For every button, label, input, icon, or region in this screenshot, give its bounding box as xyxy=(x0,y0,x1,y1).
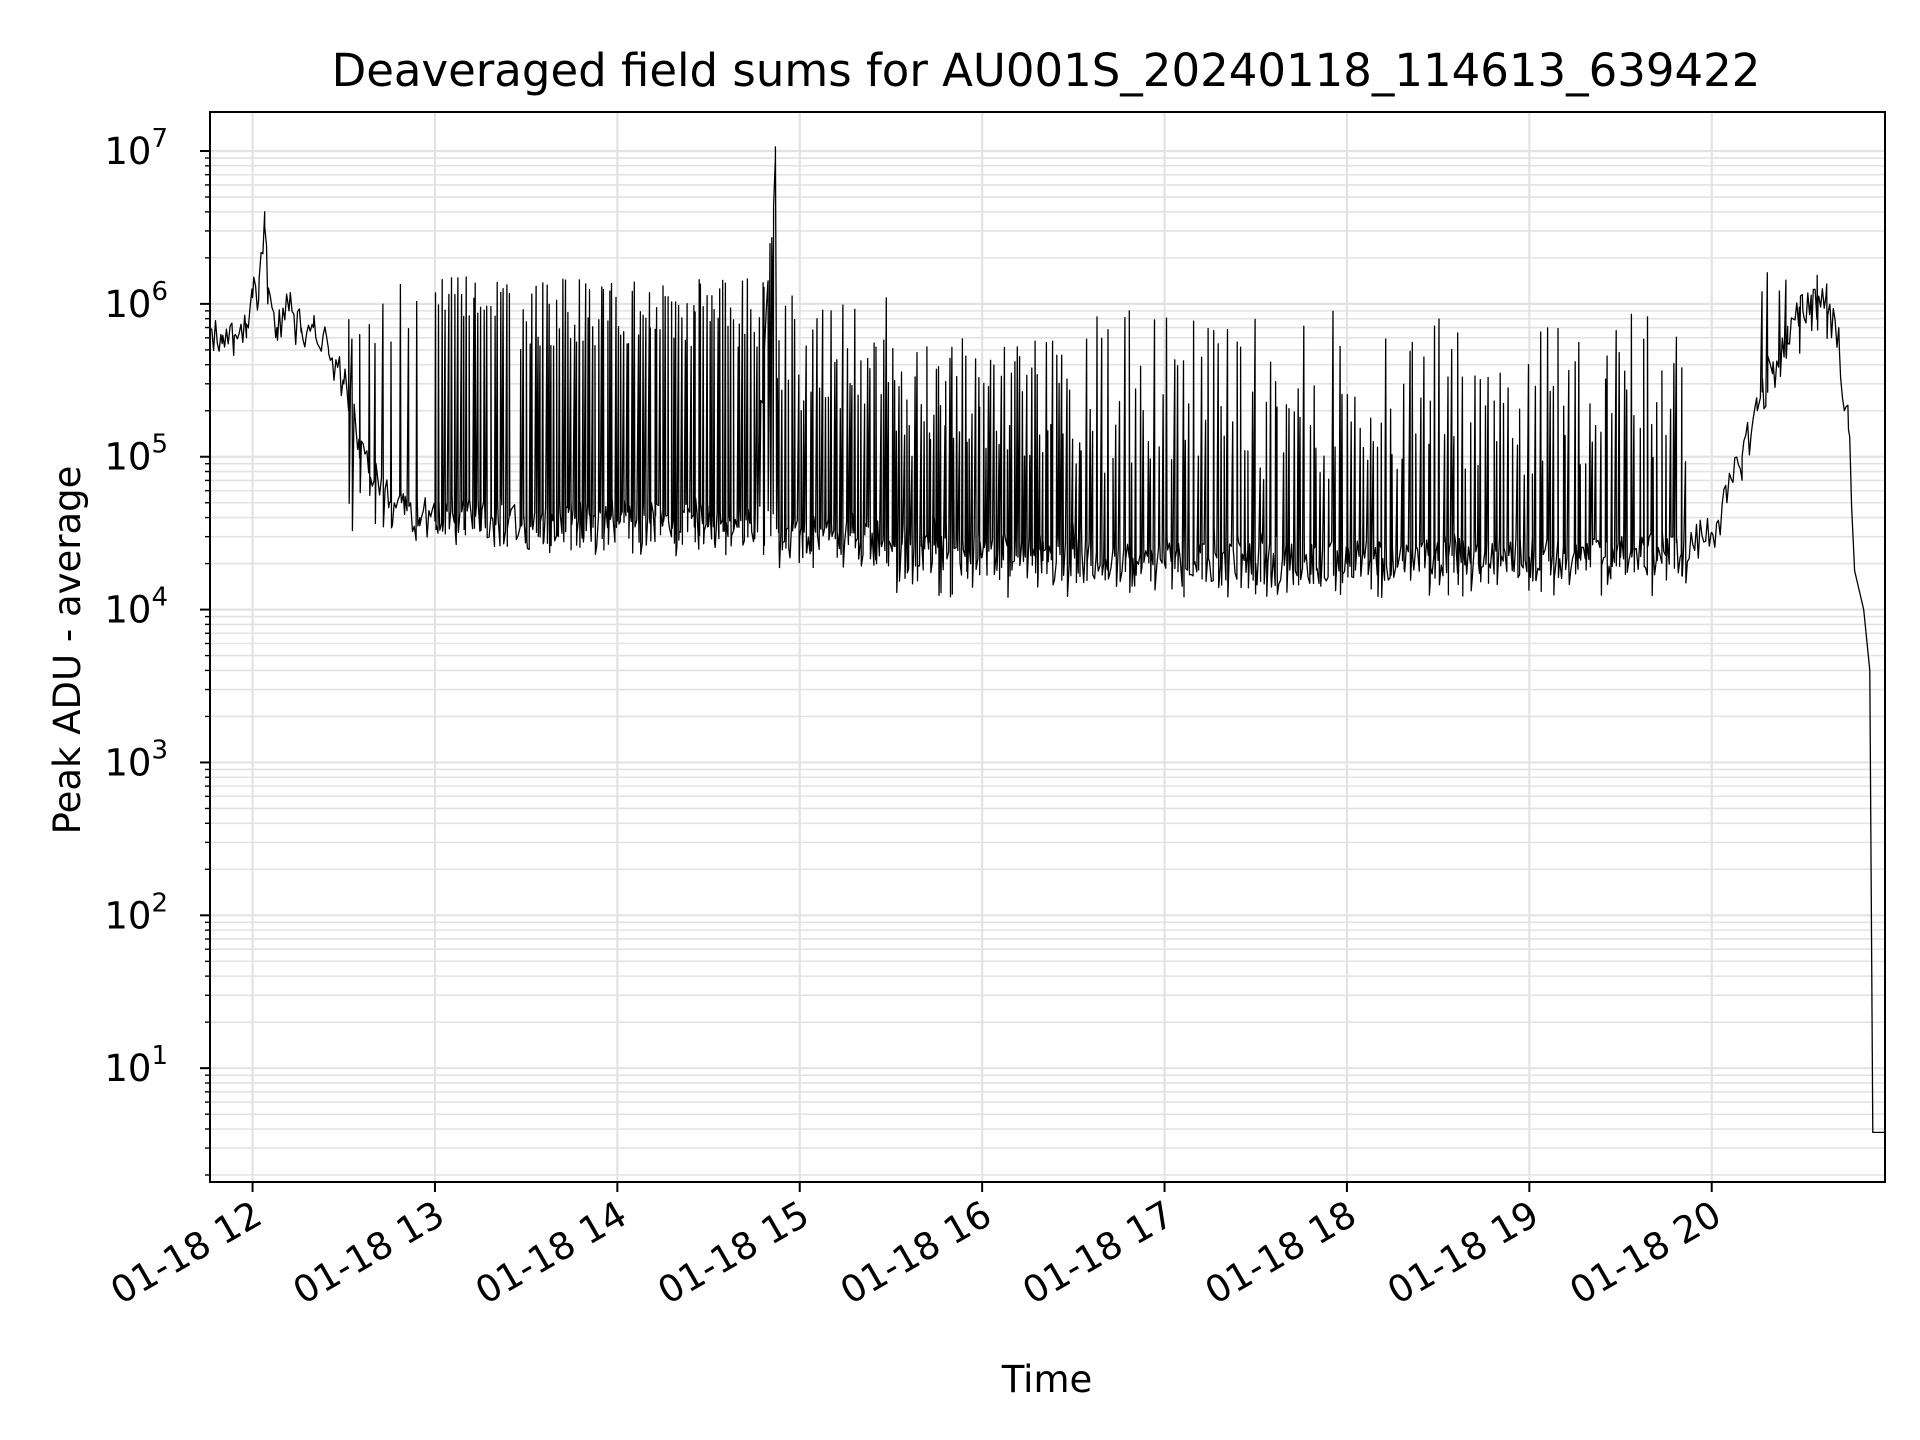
x-tick-label: 01-18 18 xyxy=(1198,1193,1364,1313)
chart-title: Deaveraged field sums for AU001S_2024011… xyxy=(332,44,1761,97)
x-tick-label: 01-18 15 xyxy=(651,1193,817,1313)
plot-frame xyxy=(209,111,1886,1183)
x-tick-label: 01-18 12 xyxy=(103,1193,269,1313)
x-axis: 01-18 12 01-18 13 01-18 14 01-18 15 01-18 16… xyxy=(103,1182,1728,1313)
y-tick-label: 102 xyxy=(104,888,168,937)
y-axis-label: Peak ADU - average xyxy=(46,466,89,835)
y-tick-label: 101 xyxy=(104,1041,168,1090)
x-tick-label: 01-18 14 xyxy=(468,1193,634,1313)
data-layer xyxy=(209,146,1885,1134)
x-tick-label: 01-18 19 xyxy=(1380,1193,1546,1313)
y-tick-label: 105 xyxy=(104,430,168,479)
y-axis: 101 102 103 104 105 106 107 xyxy=(104,124,210,1176)
x-tick-label: 01-18 20 xyxy=(1563,1193,1729,1313)
grid-layer xyxy=(210,112,1885,1182)
y-tick-label: 106 xyxy=(104,277,168,326)
x-tick-label: 01-18 17 xyxy=(1015,1193,1181,1313)
series-line xyxy=(209,146,1885,1134)
y-tick-label: 104 xyxy=(104,583,168,632)
y-tick-label: 107 xyxy=(104,124,168,173)
x-tick-label: 01-18 13 xyxy=(286,1193,452,1313)
x-axis-label: Time xyxy=(1001,1358,1093,1401)
y-tick-label: 103 xyxy=(104,735,168,784)
x-tick-label: 01-18 16 xyxy=(833,1193,999,1313)
